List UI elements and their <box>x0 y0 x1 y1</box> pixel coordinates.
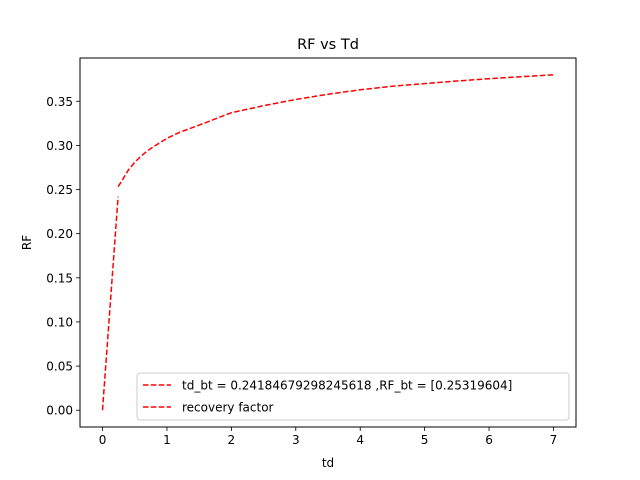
chart-title: RF vs Td <box>297 37 359 53</box>
legend-box <box>136 372 570 421</box>
y-tick-label: 0.35 <box>46 95 73 109</box>
x-tick-label: 3 <box>292 433 300 447</box>
series-layer <box>101 74 554 411</box>
series-line-0 <box>101 196 119 411</box>
legend: td_bt = 0.24184679298245618 ,RF_bt = [0.… <box>136 372 570 421</box>
legend-label-0: td_bt = 0.24184679298245618 ,RF_bt = [0.… <box>182 379 512 393</box>
y-tick-label: 0.25 <box>46 183 73 197</box>
x-tick-label: 6 <box>485 433 493 447</box>
y-tick-label: 0.00 <box>46 404 73 418</box>
y-tick-label: 0.05 <box>46 360 73 374</box>
x-axis-ticks: 0 1 2 3 4 5 6 7 <box>99 427 558 447</box>
x-axis-label: td <box>322 456 334 470</box>
x-tick-label: 7 <box>550 433 558 447</box>
y-tick-label: 0.30 <box>46 139 73 153</box>
x-tick-label: 4 <box>356 433 364 447</box>
y-tick-label: 0.10 <box>46 315 73 329</box>
x-tick-label: 5 <box>421 433 429 447</box>
plot-frame <box>79 57 577 428</box>
x-tick-label: 0 <box>99 433 107 447</box>
y-tick-label: 0.15 <box>46 271 73 285</box>
x-tick-label: 2 <box>228 433 236 447</box>
x-tick-label: 1 <box>163 433 171 447</box>
series-line-1 <box>117 74 554 188</box>
legend-label-1: recovery factor <box>182 401 274 415</box>
y-axis-label: RF <box>20 235 34 250</box>
y-tick-label: 0.20 <box>46 227 73 241</box>
y-axis-ticks: 0.00 0.05 0.10 0.15 0.20 0.25 0.30 0.35 <box>46 95 80 418</box>
